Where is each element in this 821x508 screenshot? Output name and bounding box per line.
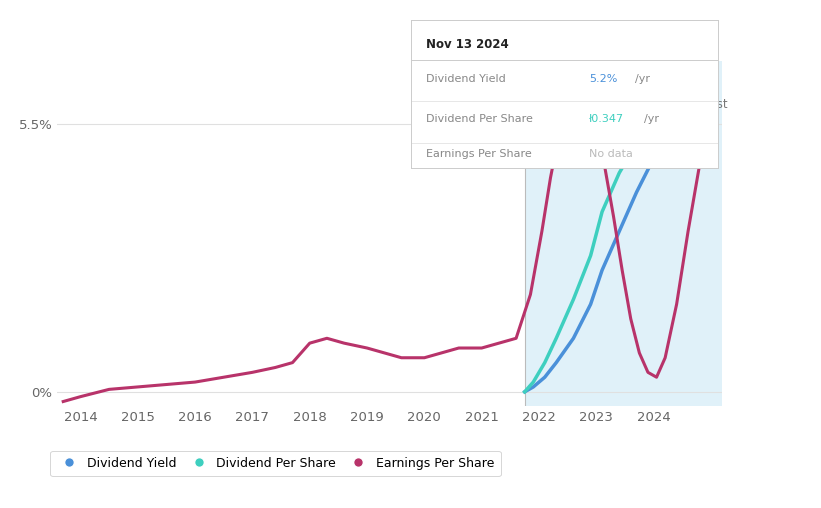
Text: Earnings Per Share: Earnings Per Share: [426, 149, 532, 160]
Bar: [525, 61, 722, 406]
Text: Past: Past: [704, 98, 729, 111]
Text: Nov 13 2024: Nov 13 2024: [426, 38, 509, 51]
Text: Dividend Yield: Dividend Yield: [426, 74, 506, 84]
Text: /yr: /yr: [635, 74, 650, 84]
Text: ł0.347: ł0.347: [589, 114, 624, 124]
Text: 5.2%: 5.2%: [589, 74, 617, 84]
Text: Dividend Per Share: Dividend Per Share: [426, 114, 533, 124]
Text: /yr: /yr: [644, 114, 659, 124]
Text: No data: No data: [589, 149, 633, 160]
Legend: Dividend Yield, Dividend Per Share, Earnings Per Share: Dividend Yield, Dividend Per Share, Earn…: [50, 451, 501, 476]
